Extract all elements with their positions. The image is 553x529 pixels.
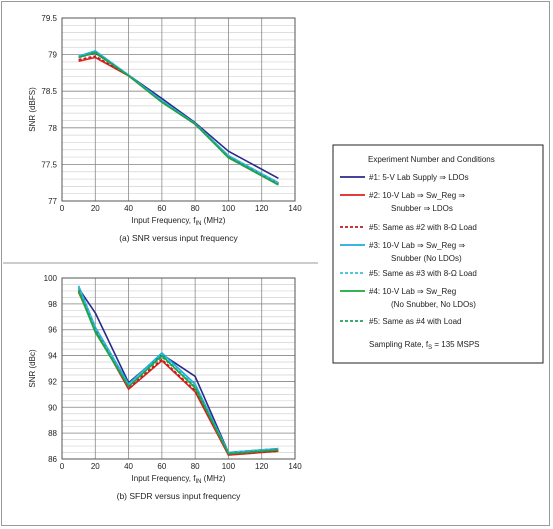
snr-ytick-label: 77.5 xyxy=(41,160,57,169)
sfdr-xtick-label: 120 xyxy=(255,462,269,471)
legend-entry-4-text: Snubber (No LDOs) xyxy=(391,254,462,263)
snr-ytick-label: 78 xyxy=(48,124,57,133)
snr-xtick-label: 0 xyxy=(60,204,65,213)
legend-entry-3-text: #5: Same as #2 with 8-Ω Load xyxy=(369,223,477,232)
sfdr-ytick-label: 94 xyxy=(48,352,57,361)
snr-xtick-label: 20 xyxy=(91,204,100,213)
snr-ytick-label: 79.5 xyxy=(41,14,57,23)
legend-entry-1-text: #1: 5-V Lab Supply ⇒ LDOs xyxy=(369,173,469,182)
chart-snr: 77 77.5 78 78.5 79 79.5 0 20 40 60 80 100 120 140 Inpu… xyxy=(28,14,302,243)
snr-xtick-label: 120 xyxy=(255,204,269,213)
legend-entry-2-text: Snubber ⇒ LDOs xyxy=(391,204,453,213)
snr-series-7-line xyxy=(78,52,279,186)
sfdr-xtick-label: 100 xyxy=(222,462,236,471)
snr-plot-border xyxy=(61,17,296,202)
sfdr-xtick-label: 0 xyxy=(60,462,65,471)
legend-entry-6-text: (No Snubber, No LDOs) xyxy=(391,300,476,309)
sfdr-plot-border xyxy=(61,277,296,460)
legend-entry-7-text: #5: Same as #4 with Load xyxy=(369,317,462,326)
legend-heading: Experiment Number and Conditions xyxy=(368,155,495,164)
sfdr-ytick-label: 98 xyxy=(48,300,57,309)
sfdr-xlabel: Input Frequency, fIN (MHz) xyxy=(132,474,226,485)
chart-sfdr: 86 88 90 92 94 96 98 100 0 20 40 60 80 100 120 140 Input… xyxy=(28,274,302,501)
legend: Experiment Number and Conditions #1: 5-V … xyxy=(332,144,544,364)
legend-entry-5-text: #5: Same as #3 with 8-Ω Load xyxy=(369,269,477,278)
sfdr-xtick-label: 60 xyxy=(157,462,166,471)
snr-xtick-label: 40 xyxy=(124,204,133,213)
snr-ytick-label: 79 xyxy=(48,51,57,60)
snr-ylabel: SNR (dBFS) xyxy=(28,87,37,132)
legend-footer: Sampling Rate, fS = 135 MSPS xyxy=(369,340,480,351)
legend-entry-4-text: #3: 10-V Lab ⇒ Sw_Reg ⇒ xyxy=(369,241,465,250)
snr-xtick-label: 80 xyxy=(191,204,200,213)
sfdr-ylabel: SNR (dBc) xyxy=(28,349,37,388)
sfdr-xtick-label: 20 xyxy=(91,462,100,471)
sfdr-xtick-label: 80 xyxy=(191,462,200,471)
legend-entry-2-text: #2: 10-V Lab ⇒ Sw_Reg ⇒ xyxy=(369,191,465,200)
sfdr-ytick-label: 88 xyxy=(48,429,57,438)
snr-title: (a) SNR versus input frequency xyxy=(119,233,238,243)
sfdr-ytick-label: 86 xyxy=(48,455,57,464)
snr-xtick-label: 140 xyxy=(288,204,302,213)
sfdr-ytick-label: 96 xyxy=(48,326,57,335)
sfdr-xtick-label: 140 xyxy=(288,462,302,471)
sfdr-ytick-label: 90 xyxy=(48,403,57,412)
snr-xlabel: Input Frequency, fIN (MHz) xyxy=(132,216,226,227)
sfdr-ytick-label: 92 xyxy=(48,377,57,386)
sfdr-ytick-label: 100 xyxy=(44,274,58,283)
snr-ytick-label: 77 xyxy=(48,197,57,206)
snr-ytick-label: 78.5 xyxy=(41,87,57,96)
legend-box xyxy=(332,144,544,364)
snr-xtick-label: 100 xyxy=(222,204,236,213)
snr-xtick-label: 60 xyxy=(157,204,166,213)
legend-entry-6-text: #4: 10-V Lab ⇒ Sw_Reg xyxy=(369,287,456,296)
sfdr-title: (b) SFDR versus input frequency xyxy=(117,491,242,501)
sfdr-xtick-label: 40 xyxy=(124,462,133,471)
